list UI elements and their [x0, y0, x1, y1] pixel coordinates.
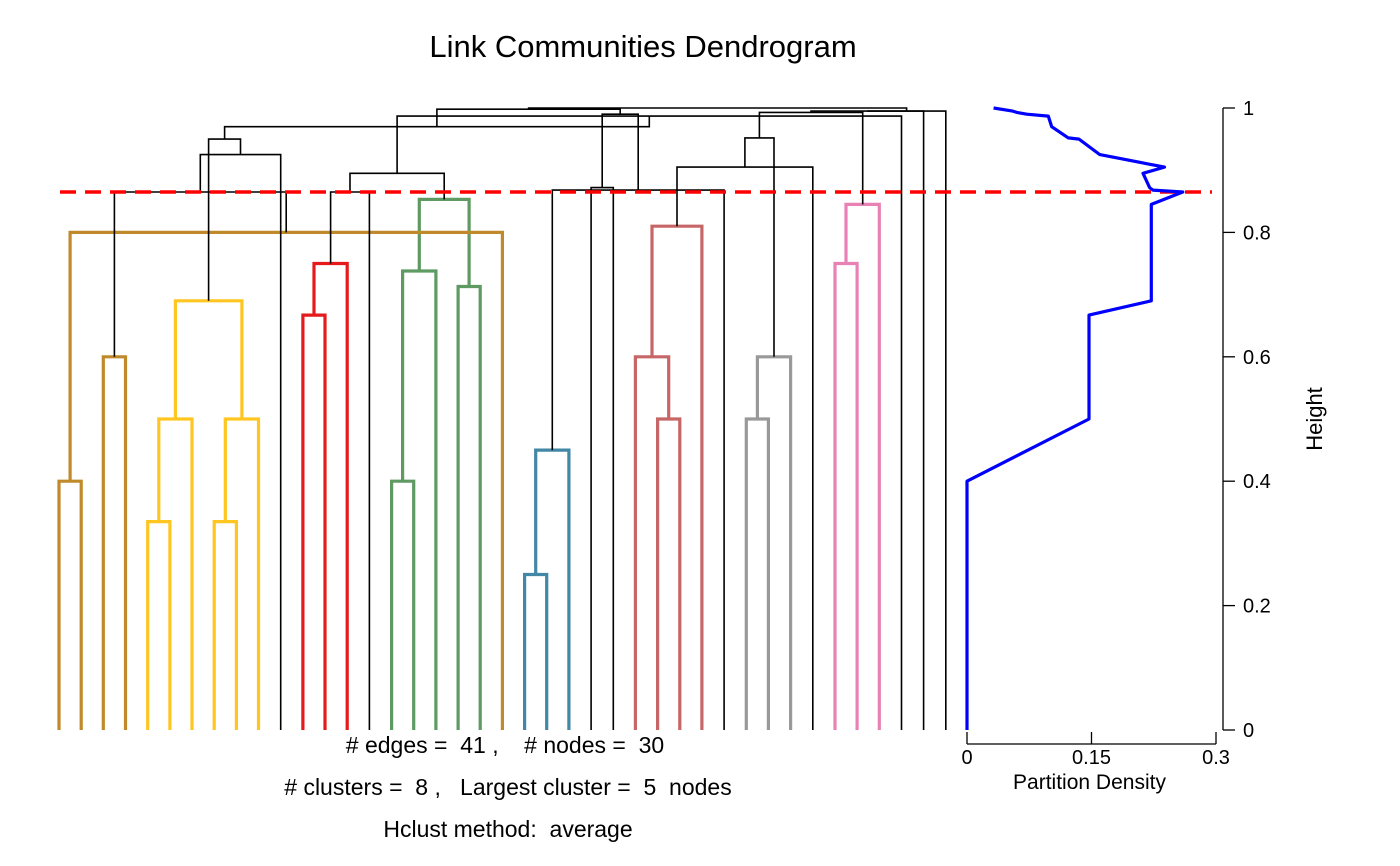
density-axis-tick-label: 0.3 [1202, 747, 1230, 769]
dendrogram-branch [349, 172, 445, 200]
info-hclust-method: Hclust method: average [383, 816, 632, 842]
dendrogram-branch [199, 153, 282, 730]
dendrogram-branch [312, 261, 349, 730]
partition-density-line [965, 106, 1185, 730]
dendrogram-branch [867, 110, 947, 730]
dendrogram-branch [534, 448, 571, 730]
dendrogram-branch [656, 417, 682, 730]
height-axis-tick-label: 0.6 [1243, 347, 1271, 369]
dendrogram-branch [329, 191, 371, 730]
dendrogram-branch [527, 107, 908, 112]
dendrogram-branch [207, 138, 242, 301]
dendrogram-branch [456, 284, 482, 730]
dendrogram-branches [57, 107, 947, 730]
dendrogram-branch [223, 417, 261, 730]
dendrogram-branch [601, 113, 639, 191]
height-axis-tick-label: 0.4 [1243, 471, 1271, 493]
dendrogram-branch [390, 479, 416, 730]
dendrogram-branch [633, 355, 671, 730]
dendrogram-branch [57, 479, 83, 730]
dendrogram-branch [650, 224, 704, 730]
dendrogram-branch [833, 261, 859, 730]
dendrogram-branch [157, 417, 194, 730]
height-axis-label: Height [1302, 387, 1327, 451]
dendrogram-branch [417, 197, 471, 287]
dendrogram-branch [744, 137, 775, 357]
dendrogram-branch [173, 299, 244, 419]
dendrogram-branch [396, 115, 903, 730]
dendrogram-branch [755, 355, 793, 730]
dendrogram-branch [212, 520, 238, 730]
partition-density-panel: 0 0.15 0.3 Partition Density [961, 106, 1230, 794]
height-axis-tick-label: 0.8 [1243, 222, 1271, 244]
density-axis-label: Partition Density [1013, 771, 1166, 794]
height-axis-tick-label: 1 [1243, 98, 1254, 120]
dendrogram-branch [551, 189, 725, 730]
dendrogram-branch [844, 202, 881, 730]
height-axis-tick-label: 0 [1243, 720, 1254, 742]
dendrogram-branch [590, 186, 615, 730]
dendrogram-branch [523, 572, 549, 730]
dendrogram-branch [744, 417, 770, 730]
dendrogram-branch [113, 191, 287, 357]
dendrogram-branch [101, 355, 128, 730]
dendrogram-branch [146, 520, 172, 730]
height-axis: 0 0.2 0.4 0.6 0.8 1 [1222, 98, 1271, 742]
density-axis-tick-label: 0.15 [1072, 747, 1111, 769]
dendrogram-branch [68, 230, 504, 730]
info-clusters: # clusters = 8 , Largest cluster = 5 nod… [284, 774, 731, 800]
dendrogram-branch [401, 269, 438, 730]
info-edges-nodes: # edges = 41 , # nodes = 30 [346, 732, 664, 758]
height-axis-tick-label: 0.2 [1243, 596, 1271, 618]
dendrogram-branch [436, 108, 621, 127]
dendrogram-branch [301, 313, 327, 730]
chart-title: Link Communities Dendrogram [429, 29, 856, 64]
density-axis-tick-label: 0 [961, 747, 972, 769]
